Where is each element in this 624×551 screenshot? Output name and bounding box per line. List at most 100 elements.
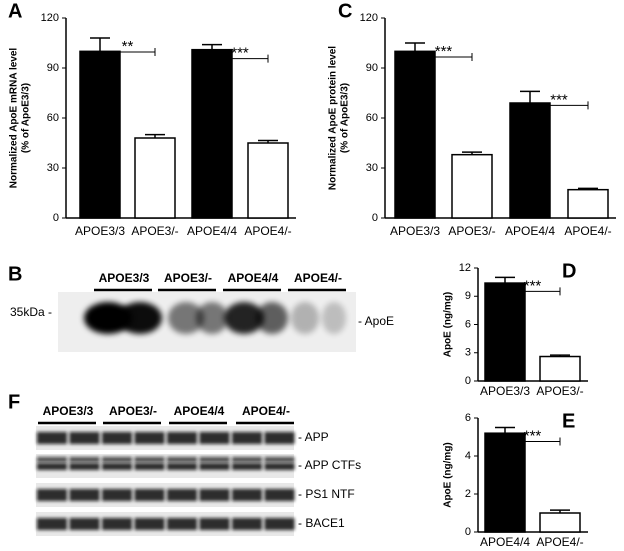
x-tick-label: APOE3/3 bbox=[75, 224, 125, 238]
panel-letter: D bbox=[562, 260, 576, 282]
band bbox=[134, 518, 165, 530]
y-tick-label: 120 bbox=[360, 12, 378, 24]
x-tick-label: APOE4/- bbox=[536, 535, 583, 549]
bar bbox=[509, 102, 551, 219]
bar bbox=[394, 50, 436, 219]
group-label: APOE3/3 bbox=[99, 271, 150, 285]
y-tick-label: 0 bbox=[53, 212, 59, 224]
band bbox=[232, 432, 262, 444]
significance-label: *** bbox=[524, 427, 542, 444]
x-tick-label: APOE4/4 bbox=[505, 224, 555, 238]
band bbox=[264, 463, 295, 470]
y-axis-label: (% of ApoE3/3) bbox=[21, 83, 32, 153]
x-tick-label: APOE3/- bbox=[536, 384, 583, 398]
y-tick-label: 0 bbox=[465, 375, 471, 387]
band bbox=[134, 457, 165, 462]
y-axis-label: Normalized ApoE mRNA level bbox=[9, 48, 20, 189]
bar bbox=[79, 50, 121, 219]
panel-letter: A bbox=[8, 0, 22, 22]
band bbox=[134, 432, 165, 444]
y-tick-label: 9 bbox=[465, 290, 471, 302]
band bbox=[199, 432, 230, 444]
bar bbox=[451, 153, 493, 219]
band bbox=[232, 457, 262, 462]
band bbox=[167, 457, 197, 462]
band bbox=[134, 489, 165, 501]
band-label: - PS1 NTF bbox=[298, 487, 355, 501]
significance-label: ** bbox=[122, 38, 134, 55]
band bbox=[102, 432, 132, 444]
y-tick-label: 4 bbox=[465, 450, 471, 462]
band bbox=[167, 489, 197, 501]
significance-label: *** bbox=[524, 277, 542, 294]
band bbox=[69, 457, 100, 462]
y-tick-label: 90 bbox=[366, 62, 378, 74]
group-label: APOE4/4 bbox=[174, 404, 225, 418]
y-tick-label: 0 bbox=[372, 212, 378, 224]
band bbox=[232, 489, 262, 501]
x-tick-label: APOE3/- bbox=[448, 224, 495, 238]
x-tick-label: APOE4/- bbox=[564, 224, 611, 238]
band bbox=[232, 463, 262, 470]
band bbox=[134, 463, 165, 470]
band bbox=[37, 432, 67, 444]
band bbox=[102, 457, 132, 462]
y-tick-label: 2 bbox=[465, 488, 471, 500]
x-tick-label: APOE3/3 bbox=[390, 224, 440, 238]
y-axis-label: ApoE (ng/mg) bbox=[443, 442, 454, 508]
group-label: APOE4/- bbox=[242, 404, 290, 418]
bar bbox=[247, 142, 289, 219]
band bbox=[291, 302, 319, 334]
panel-letter: F bbox=[8, 391, 20, 413]
band bbox=[264, 457, 295, 462]
significance-label: *** bbox=[550, 91, 568, 108]
band bbox=[69, 489, 100, 501]
panel-letter: B bbox=[8, 263, 22, 285]
significance-label: *** bbox=[435, 43, 453, 60]
bar bbox=[191, 48, 233, 219]
bar bbox=[539, 355, 581, 382]
y-axis-label: ApoE (ng/mg) bbox=[443, 292, 454, 358]
y-tick-label: 60 bbox=[366, 112, 378, 124]
band bbox=[37, 457, 67, 462]
x-tick-label: APOE3/- bbox=[131, 224, 178, 238]
y-tick-label: 90 bbox=[47, 62, 59, 74]
band bbox=[264, 432, 295, 444]
x-tick-label: APOE4/- bbox=[244, 224, 291, 238]
band bbox=[256, 302, 288, 334]
band bbox=[69, 463, 100, 470]
band bbox=[37, 463, 67, 470]
band-label: - APP bbox=[298, 430, 329, 444]
panel-letter: E bbox=[562, 410, 575, 432]
band bbox=[167, 463, 197, 470]
band bbox=[37, 489, 67, 501]
group-label: APOE4/4 bbox=[228, 271, 279, 285]
band bbox=[69, 518, 100, 530]
y-tick-label: 6 bbox=[465, 318, 471, 330]
x-tick-label: APOE3/3 bbox=[480, 384, 530, 398]
y-axis-label: Normalized ApoE protein level bbox=[328, 46, 339, 190]
group-label: APOE3/- bbox=[164, 271, 212, 285]
bar bbox=[567, 188, 609, 219]
band bbox=[102, 463, 132, 470]
x-tick-label: APOE4/4 bbox=[187, 224, 237, 238]
y-axis-label: (% of ApoE3/3) bbox=[340, 83, 351, 153]
group-label: APOE4/- bbox=[294, 271, 342, 285]
y-tick-label: 6 bbox=[465, 412, 471, 424]
band bbox=[224, 302, 264, 334]
y-tick-label: 60 bbox=[47, 112, 59, 124]
band bbox=[199, 518, 230, 530]
group-label: APOE3/3 bbox=[43, 404, 94, 418]
band bbox=[167, 432, 197, 444]
band bbox=[84, 302, 132, 334]
band-label: - APP CTFs bbox=[298, 458, 361, 472]
band bbox=[102, 489, 132, 501]
bar bbox=[539, 512, 581, 533]
significance-label: *** bbox=[231, 45, 249, 62]
bar bbox=[484, 432, 526, 533]
band bbox=[199, 457, 230, 462]
band bbox=[322, 302, 346, 334]
marker-label: 35kDa - bbox=[10, 305, 52, 319]
group-label: APOE3/- bbox=[109, 404, 157, 418]
